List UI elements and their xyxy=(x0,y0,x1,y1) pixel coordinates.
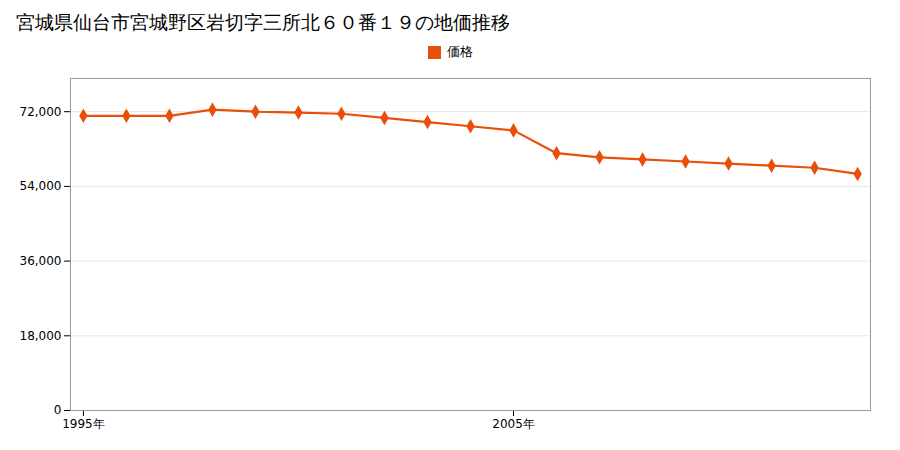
svg-text:72,000: 72,000 xyxy=(20,105,62,119)
html-text:宮城県仙台市宮城野区岩切字三所北６０番１９の地価推移: 宮城県仙台市宮城野区岩切字三所北６０番１９の地価推移 xyxy=(16,11,510,33)
svg-text:1995年: 1995年 xyxy=(62,417,105,431)
svg-text:18,000: 18,000 xyxy=(20,329,62,343)
svg-text:54,000: 54,000 xyxy=(20,179,62,193)
html-text:価格: 価格 xyxy=(446,44,473,59)
svg-text:2005年: 2005年 xyxy=(492,417,535,431)
svg-text:0: 0 xyxy=(54,403,62,417)
svg-text:36,000: 36,000 xyxy=(20,254,62,268)
